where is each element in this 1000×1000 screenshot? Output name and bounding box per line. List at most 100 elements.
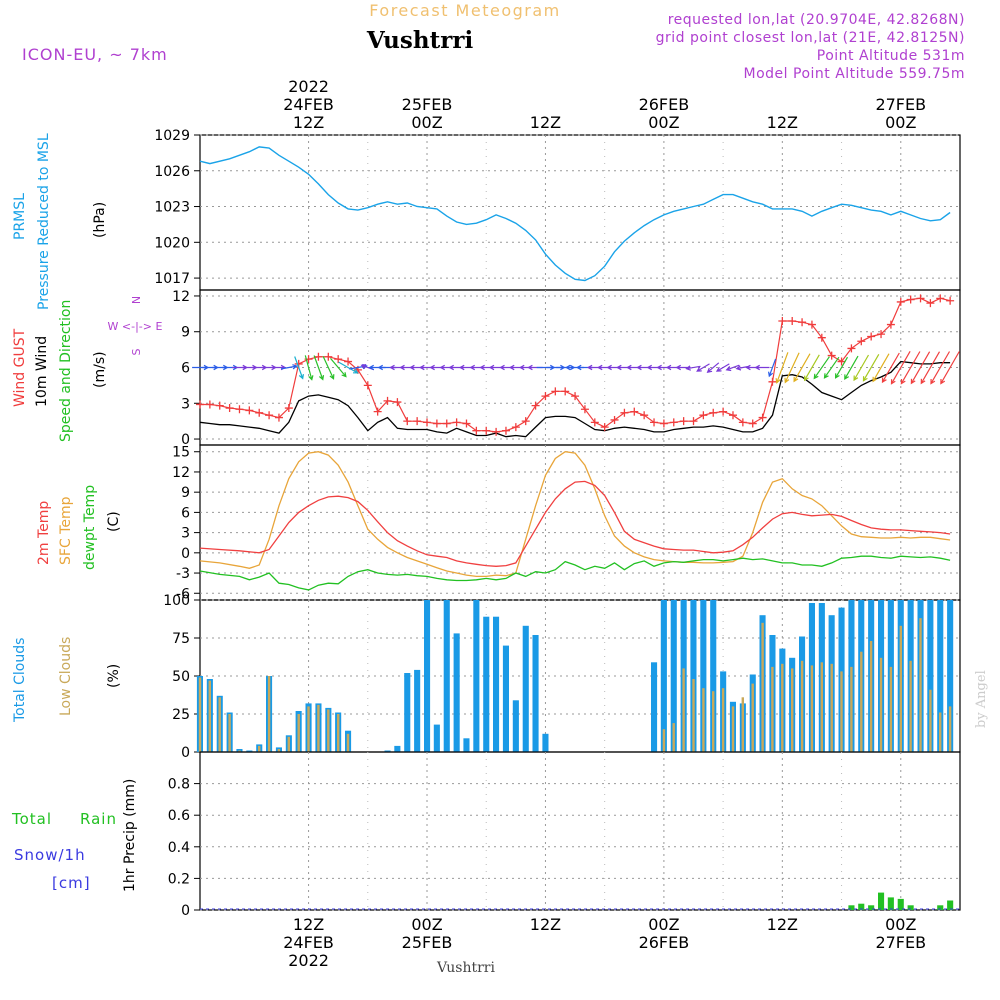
low-cloud-bar — [662, 729, 666, 752]
wind-unit: (m/s) — [92, 351, 108, 388]
chart-title: Vushtrri — [366, 27, 474, 54]
gust-marker — [748, 419, 757, 428]
gust-marker — [768, 377, 777, 386]
time-label: 00Z — [885, 113, 916, 132]
model-label: ICON-EU, ~ 7km — [22, 45, 168, 64]
temp-tick-label: 9 — [181, 485, 190, 501]
gust-marker — [571, 392, 580, 401]
wind-arrow — [338, 361, 359, 374]
time-label: 12Z — [767, 113, 798, 132]
time-label: 26FEB — [639, 933, 690, 952]
total-cloud-bar — [404, 673, 411, 752]
gust-marker — [472, 426, 481, 435]
low-cloud-bar — [692, 679, 695, 752]
precip-axis-labels: Total Rain Snow/1h [cm] 1hr Precip (mm) — [11, 779, 138, 892]
gust-marker — [699, 411, 708, 420]
low-cloud-bar — [899, 625, 902, 752]
gust-marker — [442, 419, 451, 428]
pressure-tick-label: 1029 — [154, 128, 190, 144]
sfc-temp-line — [199, 451, 951, 578]
low-cloud-bar — [287, 736, 290, 752]
precip-tick-label: 0.8 — [168, 777, 190, 793]
wind-speed-line — [199, 360, 951, 438]
gust-marker — [650, 418, 659, 427]
temp-unit: (C) — [106, 511, 122, 532]
time-label: 12Z — [293, 113, 324, 132]
wind-arrow — [696, 363, 710, 372]
gust-marker — [363, 381, 372, 390]
temp-tick-label: 6 — [181, 505, 190, 521]
precip-tick-label: 0.2 — [168, 871, 190, 887]
temp-tick-label: 3 — [181, 526, 190, 542]
time-label: 00Z — [411, 113, 442, 132]
low-cloud-bar — [781, 663, 784, 752]
total-cloud-bar — [512, 700, 519, 752]
low-cloud-bar — [889, 666, 893, 752]
gust-marker — [314, 352, 323, 361]
total-cloud-bar — [700, 600, 707, 752]
wind-tick-label: 3 — [181, 396, 190, 412]
pressure-line — [199, 146, 951, 282]
clouds-tick-label: 25 — [172, 707, 190, 723]
gust-marker — [245, 406, 254, 415]
wind-tick-label: 0 — [181, 432, 190, 448]
wind-arrow — [775, 352, 789, 384]
total-cloud-bar — [690, 600, 697, 752]
gust-marker — [462, 419, 471, 428]
clouds-label-low: Low Clouds — [58, 637, 74, 716]
pressure-frame — [199, 134, 961, 291]
total-cloud-bar — [453, 633, 460, 752]
wind-arrow — [890, 351, 911, 385]
gust-marker — [373, 407, 382, 416]
precip-bar — [887, 897, 894, 910]
time-label: 00Z — [885, 915, 916, 934]
gust-marker — [413, 417, 422, 426]
gust-marker — [738, 418, 747, 427]
gust-marker — [492, 427, 501, 436]
pressure-panel: 1029 1026 1023 1020 1017 — [154, 128, 961, 291]
wind-panel: 12 9 6 3 0 — [172, 289, 961, 448]
time-label: 12Z — [293, 915, 324, 934]
low-cloud-bar — [238, 750, 241, 752]
wind-arrow — [715, 363, 730, 372]
gust-marker — [906, 295, 915, 304]
total-cloud-bar — [522, 625, 529, 752]
total-cloud-bar — [424, 600, 431, 752]
requested-coords: requested lon,lat (20.9704E, 42.8268N) — [668, 12, 965, 28]
low-cloud-bar — [702, 688, 705, 752]
temperature-panel: 15 12 9 6 3 0 -3 -6 — [172, 444, 961, 602]
pressure-tick-label: 1023 — [154, 200, 190, 216]
precip-bar — [937, 905, 944, 910]
total-cloud-bar — [660, 600, 667, 752]
low-cloud-bar — [327, 709, 330, 752]
pressure-axis-labels: PRMSL Pressure Reduced to MSL (hPa) — [12, 133, 108, 310]
temp-tick-label: 0 — [181, 546, 190, 562]
wind-label-10m: 10m Wind — [34, 336, 50, 407]
clouds-label-total: Total Clouds — [12, 638, 28, 723]
gust-marker — [620, 408, 629, 417]
gust-marker — [946, 296, 955, 305]
wind-label-dir: Speed and Direction — [58, 300, 74, 442]
wind-tick-label: 6 — [181, 361, 190, 377]
total-cloud-bar — [937, 600, 944, 752]
total-cloud-bar — [463, 738, 470, 752]
gust-marker — [778, 317, 787, 325]
total-cloud-bar — [947, 600, 954, 752]
gust-marker — [344, 357, 353, 366]
gust-marker — [807, 320, 816, 329]
total-cloud-bar — [502, 645, 509, 752]
wind-arrow — [304, 355, 314, 381]
wind-arrow — [294, 356, 304, 380]
gust-marker — [521, 417, 530, 426]
precip-label-rain: Rain — [80, 810, 117, 828]
time-label: 00Z — [648, 113, 679, 132]
gust-marker — [640, 411, 649, 420]
low-cloud-bar — [208, 680, 211, 752]
low-cloud-bar — [810, 665, 814, 752]
precip-bar — [858, 903, 865, 910]
low-cloud-bar — [800, 660, 804, 752]
gust-marker — [225, 404, 234, 413]
low-cloud-bar — [840, 671, 843, 752]
low-cloud-bar — [820, 662, 823, 752]
